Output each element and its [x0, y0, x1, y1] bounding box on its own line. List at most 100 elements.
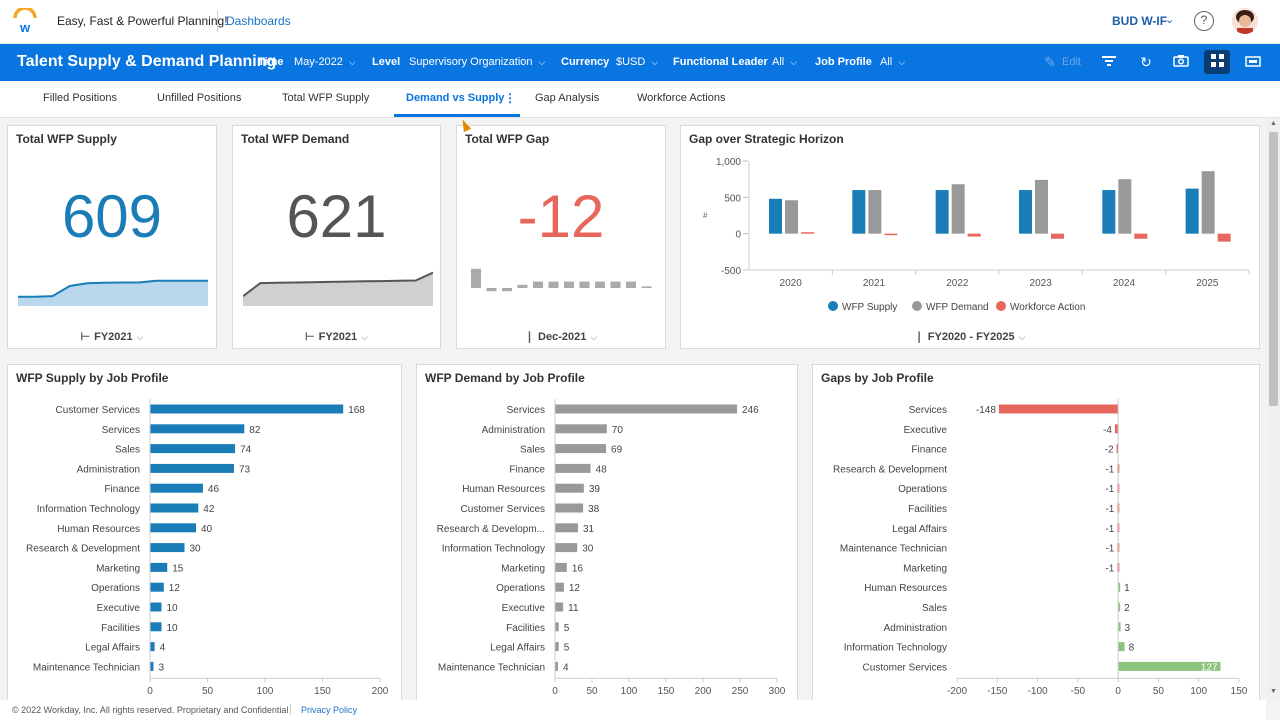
scroll-down-icon[interactable]: ▼: [1270, 688, 1277, 695]
bar: [555, 602, 564, 612]
category-label: Executive: [502, 603, 546, 614]
bar: [150, 543, 185, 553]
category-label: Sales: [115, 445, 140, 456]
presentation-icon[interactable]: [1240, 50, 1266, 74]
data-label: 3: [1125, 623, 1131, 634]
data-label: 10: [167, 603, 179, 614]
gaps-by-job-chart: Services -148 Executive -4 Finance -2 Research…: [833, 399, 1248, 697]
x-tick-label: 2020: [780, 278, 803, 289]
currency-filter-value: $USD: [616, 56, 646, 68]
data-label: 48: [596, 464, 608, 475]
category-label: Maintenance Technician: [438, 662, 545, 673]
tab-total-wfp-supply[interactable]: Total WFP Supply: [282, 92, 370, 104]
bar: [150, 562, 168, 572]
horizon-bar-wfp-demand: [1201, 171, 1215, 234]
data-label: 1: [1124, 583, 1130, 594]
gaps-by-job-title: Gaps by Job Profile: [821, 371, 934, 385]
data-label: 74: [240, 445, 252, 456]
x-tick-label: 2024: [1113, 278, 1136, 289]
divider: [290, 704, 291, 715]
bar: [555, 424, 607, 434]
horizon-period-value: FY2020 - FY2025: [927, 331, 1015, 343]
camera-icon[interactable]: [1168, 50, 1194, 74]
filter-label-time: Time: [258, 56, 284, 68]
gap-spark-bar: [564, 281, 574, 288]
slider-icon: ⊢: [80, 331, 91, 343]
data-label: 4: [160, 643, 166, 654]
refresh-icon[interactable]: ↻: [1140, 54, 1152, 70]
bar: [555, 642, 559, 652]
category-label: Executive: [904, 425, 948, 436]
data-label: -1: [1105, 524, 1114, 535]
svg-text:w: w: [19, 20, 31, 34]
x-tick-label: -50: [1071, 686, 1086, 697]
bar: [998, 404, 1119, 414]
x-tick-label: -100: [1028, 686, 1048, 697]
level-filter-select[interactable]: Supervisory Organization ⌵: [409, 56, 545, 68]
gap-spark-bar: [626, 281, 636, 288]
supply-period-value: FY2021: [94, 331, 133, 343]
gap-period-value: Dec-2021: [538, 331, 587, 343]
filter-icon[interactable]: [1096, 50, 1122, 74]
chevron-down-icon[interactable]: ⌄: [1165, 14, 1175, 26]
category-label: Research & Developm...: [437, 524, 545, 535]
category-label: Administration: [884, 623, 947, 634]
privacy-policy-link[interactable]: Privacy Policy: [301, 705, 358, 715]
page-footer: © 2022 Workday, Inc. All rights reserved…: [0, 700, 1266, 720]
tab-workforce-actions[interactable]: Workforce Actions: [637, 92, 726, 104]
sparkline-line: [243, 271, 433, 297]
supply-by-job-title: WFP Supply by Job Profile: [16, 371, 169, 385]
horizon-bar-workforce-action: [1134, 233, 1148, 239]
category-label: Operations: [91, 583, 140, 594]
tab-unfilled-positions[interactable]: Unfilled Positions: [157, 92, 242, 104]
gap-spark-bar: [641, 286, 652, 288]
horizon-period-select[interactable]: ❘ FY2020 - FY2025 ⌵: [681, 330, 1259, 343]
kpi-gap-value: -12: [517, 183, 605, 250]
bar: [1118, 582, 1121, 592]
supply-period-select[interactable]: ⊢ FY2021 ⌵: [8, 330, 216, 343]
horizon-bar-wfp-supply: [852, 190, 866, 234]
scrollbar-thumb[interactable]: [1269, 132, 1278, 406]
data-label: 11: [568, 603, 579, 614]
bar: [150, 602, 162, 612]
chevron-down-icon: ⌵: [136, 332, 144, 342]
bar: [1118, 622, 1121, 632]
data-label: -1: [1105, 464, 1114, 475]
more-options-icon[interactable]: ⋮: [504, 91, 516, 105]
y-tick-label: 500: [724, 193, 741, 204]
avatar[interactable]: [1232, 8, 1258, 34]
edit-button[interactable]: Edit: [1062, 56, 1081, 68]
horizon-bar-wfp-supply: [1019, 190, 1032, 234]
page-scrollbar[interactable]: ▲ ▼: [1267, 118, 1280, 700]
category-label: Customer Services: [461, 504, 545, 515]
kpi-supply-title: Total WFP Supply: [16, 132, 117, 146]
workday-logo-icon[interactable]: w: [12, 8, 38, 34]
horizon-chart-card: Gap over Strategic Horizon #1,000 500 0 -50…: [680, 125, 1260, 349]
app-tagline: Easy, Fast & Powerful Planning!: [57, 14, 228, 28]
pencil-icon[interactable]: ✎: [1044, 54, 1056, 70]
gap-period-select[interactable]: ❘ Dec-2021 ⌵: [457, 330, 665, 343]
tab-bar: Filled Positions Unfilled Positions Tota…: [0, 81, 1280, 118]
functional-leader-filter-value: All: [772, 56, 785, 68]
demand-by-job-title: WFP Demand by Job Profile: [425, 371, 585, 385]
job-profile-filter-select[interactable]: All ⌵: [880, 56, 905, 68]
tab-gap-analysis[interactable]: Gap Analysis: [535, 92, 600, 104]
currency-filter-select[interactable]: $USD ⌵: [616, 56, 658, 68]
dashboards-link[interactable]: Dashboards: [226, 14, 291, 28]
x-tick-label: 2025: [1196, 278, 1219, 289]
category-label: Legal Affairs: [490, 643, 545, 654]
demand-by-job-card: WFP Demand by Job Profile Services 246 Adm…: [416, 364, 798, 704]
functional-leader-filter-select[interactable]: All ⌵: [772, 56, 797, 68]
gap-spark-bar: [502, 288, 512, 292]
category-label: Sales: [520, 445, 545, 456]
user-menu[interactable]: BUD W-IF: [1112, 14, 1168, 28]
demand-period-select[interactable]: ⊢ FY2021 ⌵: [233, 330, 440, 343]
tab-demand-vs-supply[interactable]: Demand vs Supply: [406, 92, 505, 104]
scroll-up-icon[interactable]: ▲: [1270, 120, 1277, 127]
tab-filled-positions[interactable]: Filled Positions: [43, 92, 117, 104]
bar: [555, 404, 738, 414]
grid-view-icon[interactable]: [1204, 50, 1230, 74]
help-icon[interactable]: ?: [1194, 11, 1214, 31]
data-label: 168: [348, 405, 365, 416]
time-filter-select[interactable]: May-2022 ⌵: [294, 56, 356, 68]
